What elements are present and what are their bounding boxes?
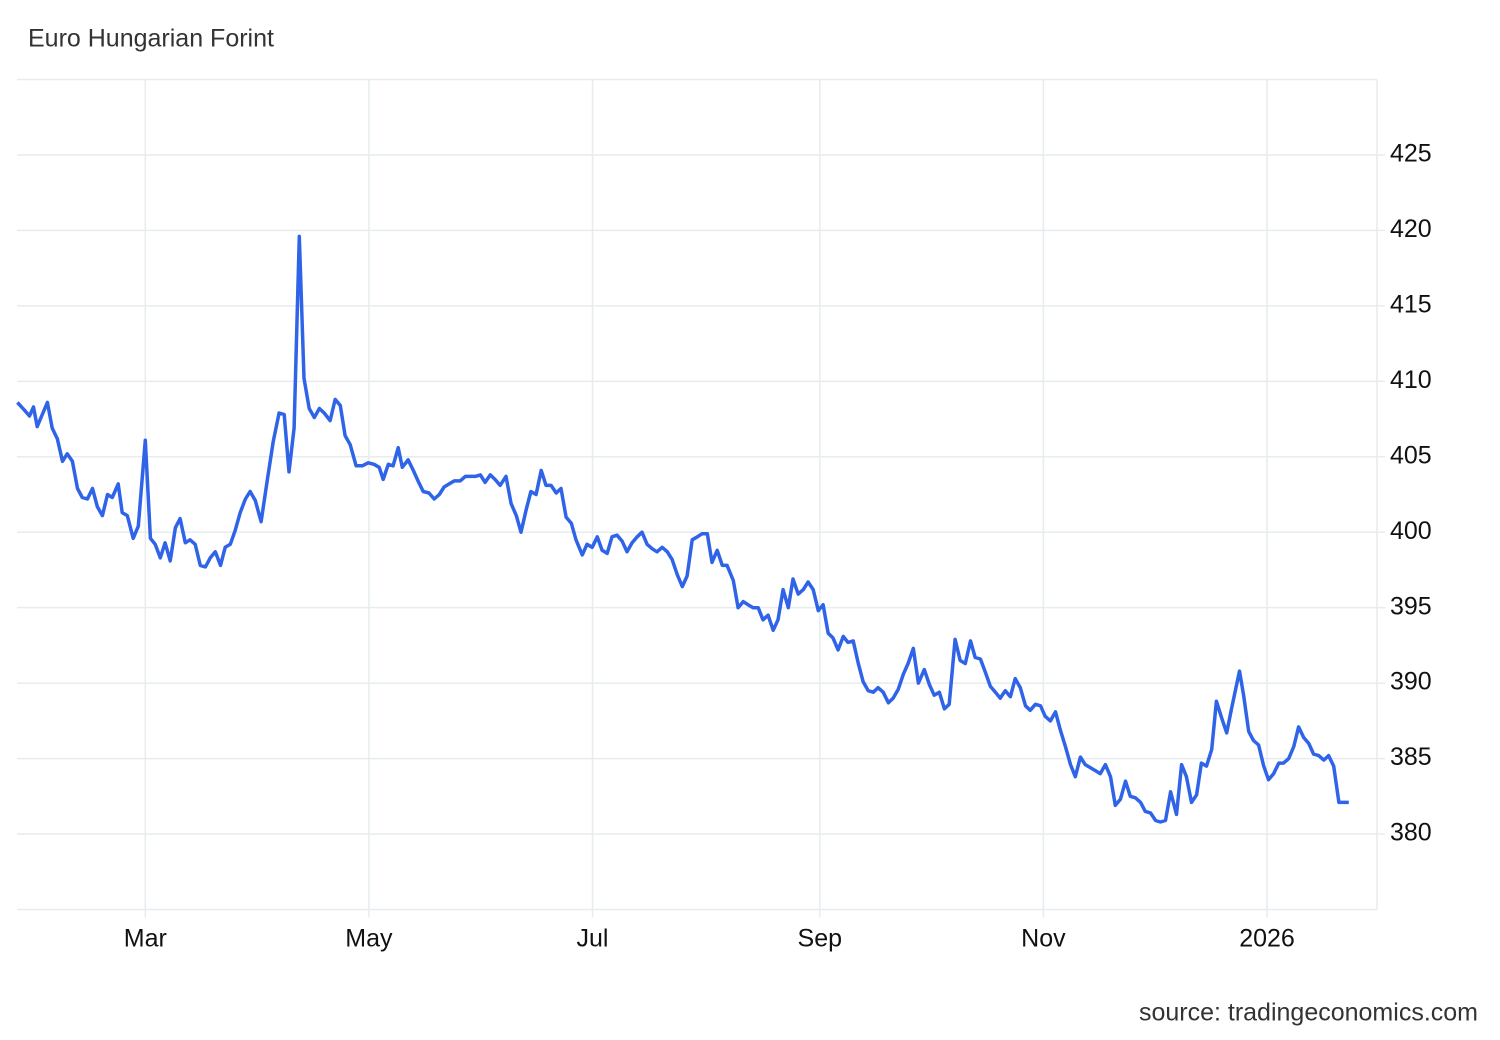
x-tick-label: May <box>345 925 393 953</box>
y-tick-label: 400 <box>1390 517 1432 545</box>
y-tick-label: 385 <box>1390 743 1432 771</box>
chart-title: Euro Hungarian Forint <box>28 25 274 53</box>
y-tick-label: 390 <box>1390 668 1432 696</box>
source: source: tradingeconomics.com <box>1139 999 1478 1027</box>
y-tick-label: 420 <box>1390 215 1432 243</box>
y-tick-label: 405 <box>1390 441 1432 469</box>
y-tick-label: 410 <box>1390 366 1432 394</box>
price-line <box>16 234 1349 824</box>
y-tick-label: 380 <box>1390 819 1432 847</box>
x-tick-label: 2026 <box>1239 925 1295 953</box>
x-tick-label: Sep <box>798 925 842 953</box>
x-tick-label: Jul <box>577 925 609 953</box>
x-tick-label: Nov <box>1021 925 1066 953</box>
y-tick-label: 425 <box>1390 140 1432 168</box>
x-tick-label: Mar <box>124 925 167 953</box>
y-tick-label: 415 <box>1390 290 1432 318</box>
y-tick-label: 395 <box>1390 592 1432 620</box>
